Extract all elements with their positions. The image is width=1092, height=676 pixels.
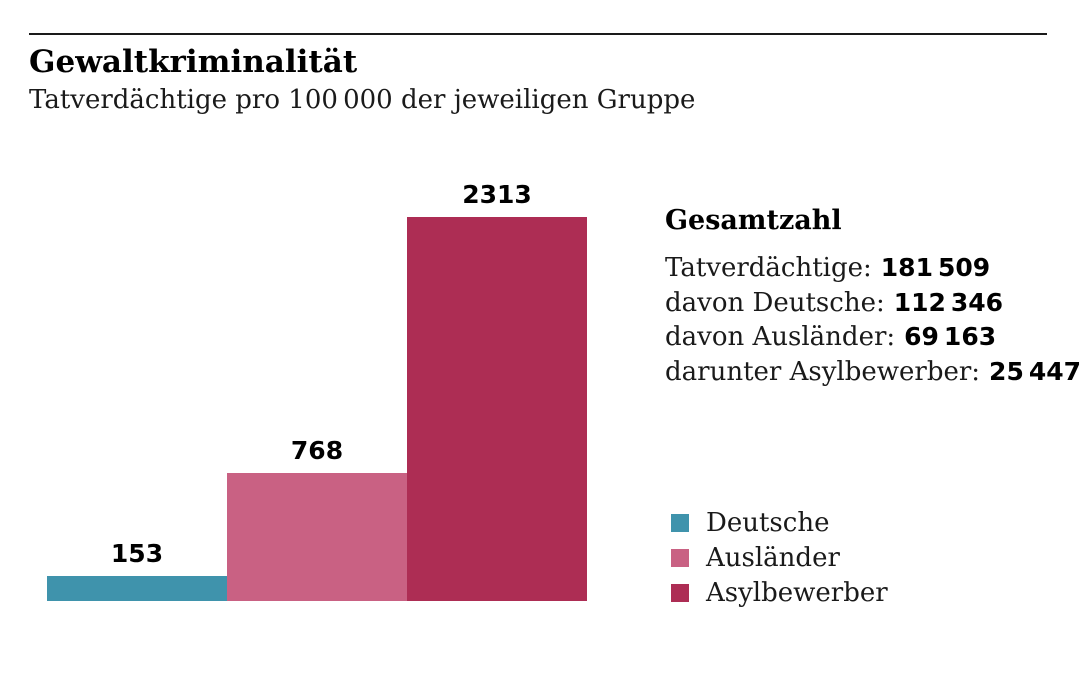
total-value: 25 447 [989,356,1082,386]
total-label: davon Ausländer: [665,322,896,352]
legend-label: Ausländer [706,542,840,573]
total-label: Tatverdächtige: [665,253,872,283]
legend-swatch-auslander [671,548,689,567]
chart-subtitle: Tatverdächtige pro 100 000 der jeweilige… [29,85,696,115]
legend-item-auslander: Ausländer [671,540,888,575]
chart-title: Gewaltkriminalität [29,44,358,80]
chart-legend: Deutsche Ausländer Asylbewerber [671,505,888,610]
legend-swatch-deutsche [671,513,689,532]
bar-value-label-asylbewerber: 2313 [462,180,532,209]
bar-auslander [227,473,407,601]
total-label: darunter Asylbewerber: [665,356,981,387]
total-row-davon-deutsche: davon Deutsche: 112 346 [665,286,1081,321]
total-row-darunter-asylbewerber: darunter Asylbewerber: 25 447 [665,355,1081,390]
legend-item-deutsche: Deutsche [671,505,888,540]
legend-label: Asylbewerber [706,577,888,608]
legend-label: Deutsche [706,507,830,538]
legend-item-asylbewerber: Asylbewerber [671,575,888,610]
total-row-tatverdachtige: Tatverdächtige: 181 509 [665,251,1081,286]
total-value: 181 509 [880,253,991,282]
bar-asylbewerber [407,217,587,601]
totals-heading: Gesamtzahl [665,205,842,236]
top-rule [29,33,1047,35]
total-value: 112 346 [893,287,1004,317]
total-value: 69 163 [904,322,997,351]
total-label: davon Deutsche: [665,287,885,318]
total-row-davon-auslander: davon Ausländer: 69 163 [665,320,1081,355]
totals-panel: Tatverdächtige: 181 509 davon Deutsche: 112… [665,251,1081,389]
bar-value-label-auslander: 768 [290,436,344,465]
bar-chart: 153 768 2313 [47,180,587,601]
bar-deutsche [47,576,227,601]
bar-value-label-deutsche: 153 [110,539,164,568]
legend-swatch-asylbewerber [671,583,689,602]
